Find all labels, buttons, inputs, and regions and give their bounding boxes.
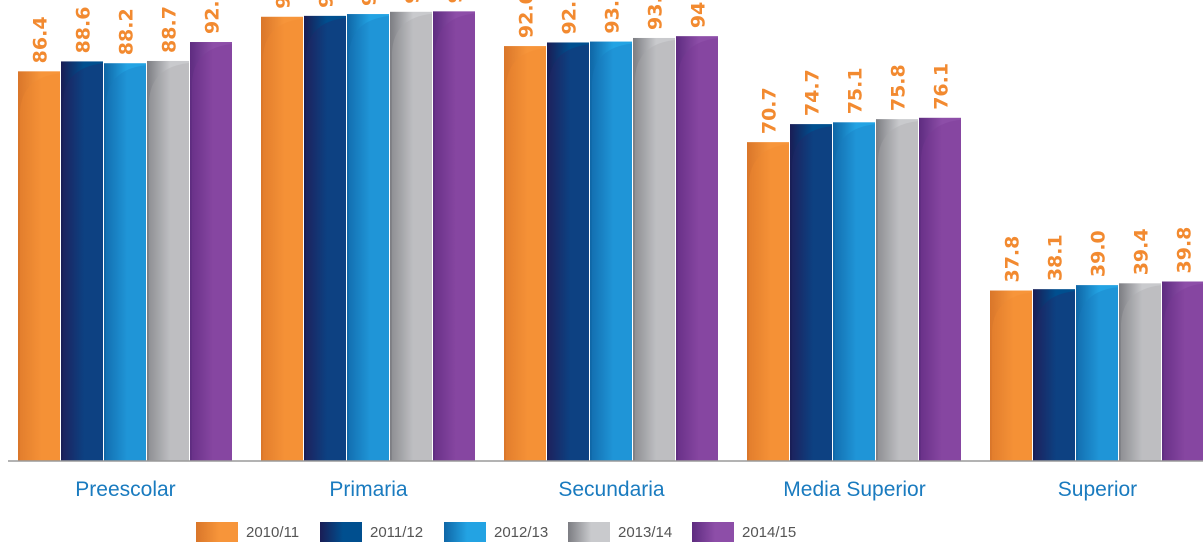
- bar-shading: [878, 121, 918, 461]
- bar-shading: [106, 65, 146, 461]
- value-label: 93.0: [602, 0, 624, 34]
- bar-shading: [63, 63, 103, 461]
- value-label: 92.9: [202, 0, 224, 34]
- bar-media-superior-2011-12: [790, 124, 832, 461]
- legend-label: 2011/12: [370, 524, 423, 541]
- value-label: 88.6: [73, 7, 95, 54]
- bar-primaria-2013-14: [390, 11, 432, 462]
- bar-preescolar-2014-15: [190, 42, 232, 462]
- value-label: 39.0: [1088, 230, 1110, 277]
- bar-shading: [263, 18, 303, 461]
- bar-shading: [506, 48, 546, 461]
- value-label: 88.7: [159, 6, 181, 53]
- bar-shading: [635, 39, 675, 461]
- bar-secundaria-2011-12: [547, 42, 589, 462]
- bar-media-superior-2013-14: [876, 119, 918, 461]
- bar-shading: [349, 16, 389, 462]
- bar-primaria-2011-12: [304, 15, 346, 461]
- bar-shading: [1121, 285, 1161, 461]
- legend-swatch: [320, 522, 362, 542]
- bar-shading: [835, 124, 875, 461]
- category-label: Media Superior: [783, 478, 925, 501]
- value-label: 99.6: [402, 0, 424, 4]
- value-label: 74.7: [802, 69, 824, 116]
- value-label: 99.1: [359, 0, 381, 6]
- legend-label: 2013/14: [618, 524, 672, 541]
- bar-shading: [921, 119, 961, 461]
- value-label: 98.5: [273, 0, 295, 9]
- value-label: 88.2: [116, 8, 138, 55]
- bar-shading: [1078, 287, 1118, 461]
- value-label: 70.7: [759, 87, 781, 134]
- bar-shading: [1164, 283, 1203, 461]
- bar-shading: [435, 13, 475, 462]
- value-label: 75.8: [888, 64, 910, 111]
- legend-label: 2010/11: [246, 524, 299, 541]
- value-label: 39.8: [1174, 227, 1196, 274]
- value-label: 76.1: [931, 63, 953, 110]
- legend-swatch: [444, 522, 486, 542]
- bar-shading: [792, 126, 832, 461]
- bar-shading: [592, 43, 632, 461]
- bar-superior-2012-13: [1076, 285, 1118, 461]
- legend-label: 2012/13: [494, 524, 548, 541]
- legend-swatch: [196, 522, 238, 542]
- bar-shading: [306, 17, 346, 461]
- bar-shading: [192, 44, 232, 462]
- bar-superior-2013-14: [1119, 283, 1161, 461]
- bar-superior-2014-15: [1162, 281, 1203, 461]
- bar-superior-2011-12: [1033, 289, 1075, 461]
- bar-shading: [678, 38, 718, 462]
- bar-media-superior-2012-13: [833, 122, 875, 461]
- value-label: 92.8: [559, 0, 581, 34]
- bar-preescolar-2010-11: [18, 71, 60, 461]
- category-label: Primaria: [329, 478, 407, 501]
- bar-shading: [392, 13, 432, 462]
- bar-shading: [992, 292, 1032, 461]
- value-label: 99.7: [445, 0, 467, 3]
- bar-superior-2010-11: [990, 290, 1032, 461]
- value-label: 86.4: [30, 16, 52, 63]
- value-label: 39.4: [1131, 228, 1153, 275]
- value-label: 38.1: [1045, 234, 1067, 281]
- bar-media-superior-2010-11: [747, 142, 789, 461]
- bar-preescolar-2012-13: [104, 63, 146, 462]
- bar-secundaria-2014-15: [676, 36, 718, 462]
- category-label: Superior: [1058, 478, 1137, 501]
- bar-preescolar-2011-12: [61, 61, 103, 461]
- value-label: 94.2: [688, 0, 710, 28]
- value-label: 75.1: [845, 67, 867, 114]
- bar-preescolar-2013-14: [147, 60, 189, 461]
- bar-primaria-2012-13: [347, 14, 389, 462]
- bar-shading: [749, 144, 789, 461]
- value-label: 37.8: [1002, 236, 1024, 283]
- bar-shading: [1035, 291, 1075, 461]
- legend-label: 2014/15: [742, 524, 796, 541]
- category-label: Secundaria: [558, 478, 665, 501]
- bar-primaria-2010-11: [261, 16, 303, 461]
- bar-shading: [149, 62, 189, 461]
- legend-swatch: [568, 522, 610, 542]
- legend-swatch: [692, 522, 734, 542]
- bar-shading: [549, 44, 589, 462]
- category-label: Preescolar: [75, 478, 175, 501]
- value-label: 92.0: [516, 0, 538, 38]
- bar-primaria-2014-15: [433, 11, 475, 462]
- bar-secundaria-2010-11: [504, 46, 546, 462]
- bar-media-superior-2014-15: [919, 117, 961, 461]
- bar-secundaria-2013-14: [633, 37, 675, 461]
- bar-secundaria-2012-13: [590, 41, 632, 461]
- bar-shading: [20, 73, 60, 461]
- value-label: 93.8: [645, 0, 667, 30]
- value-label: 98.7: [316, 0, 338, 8]
